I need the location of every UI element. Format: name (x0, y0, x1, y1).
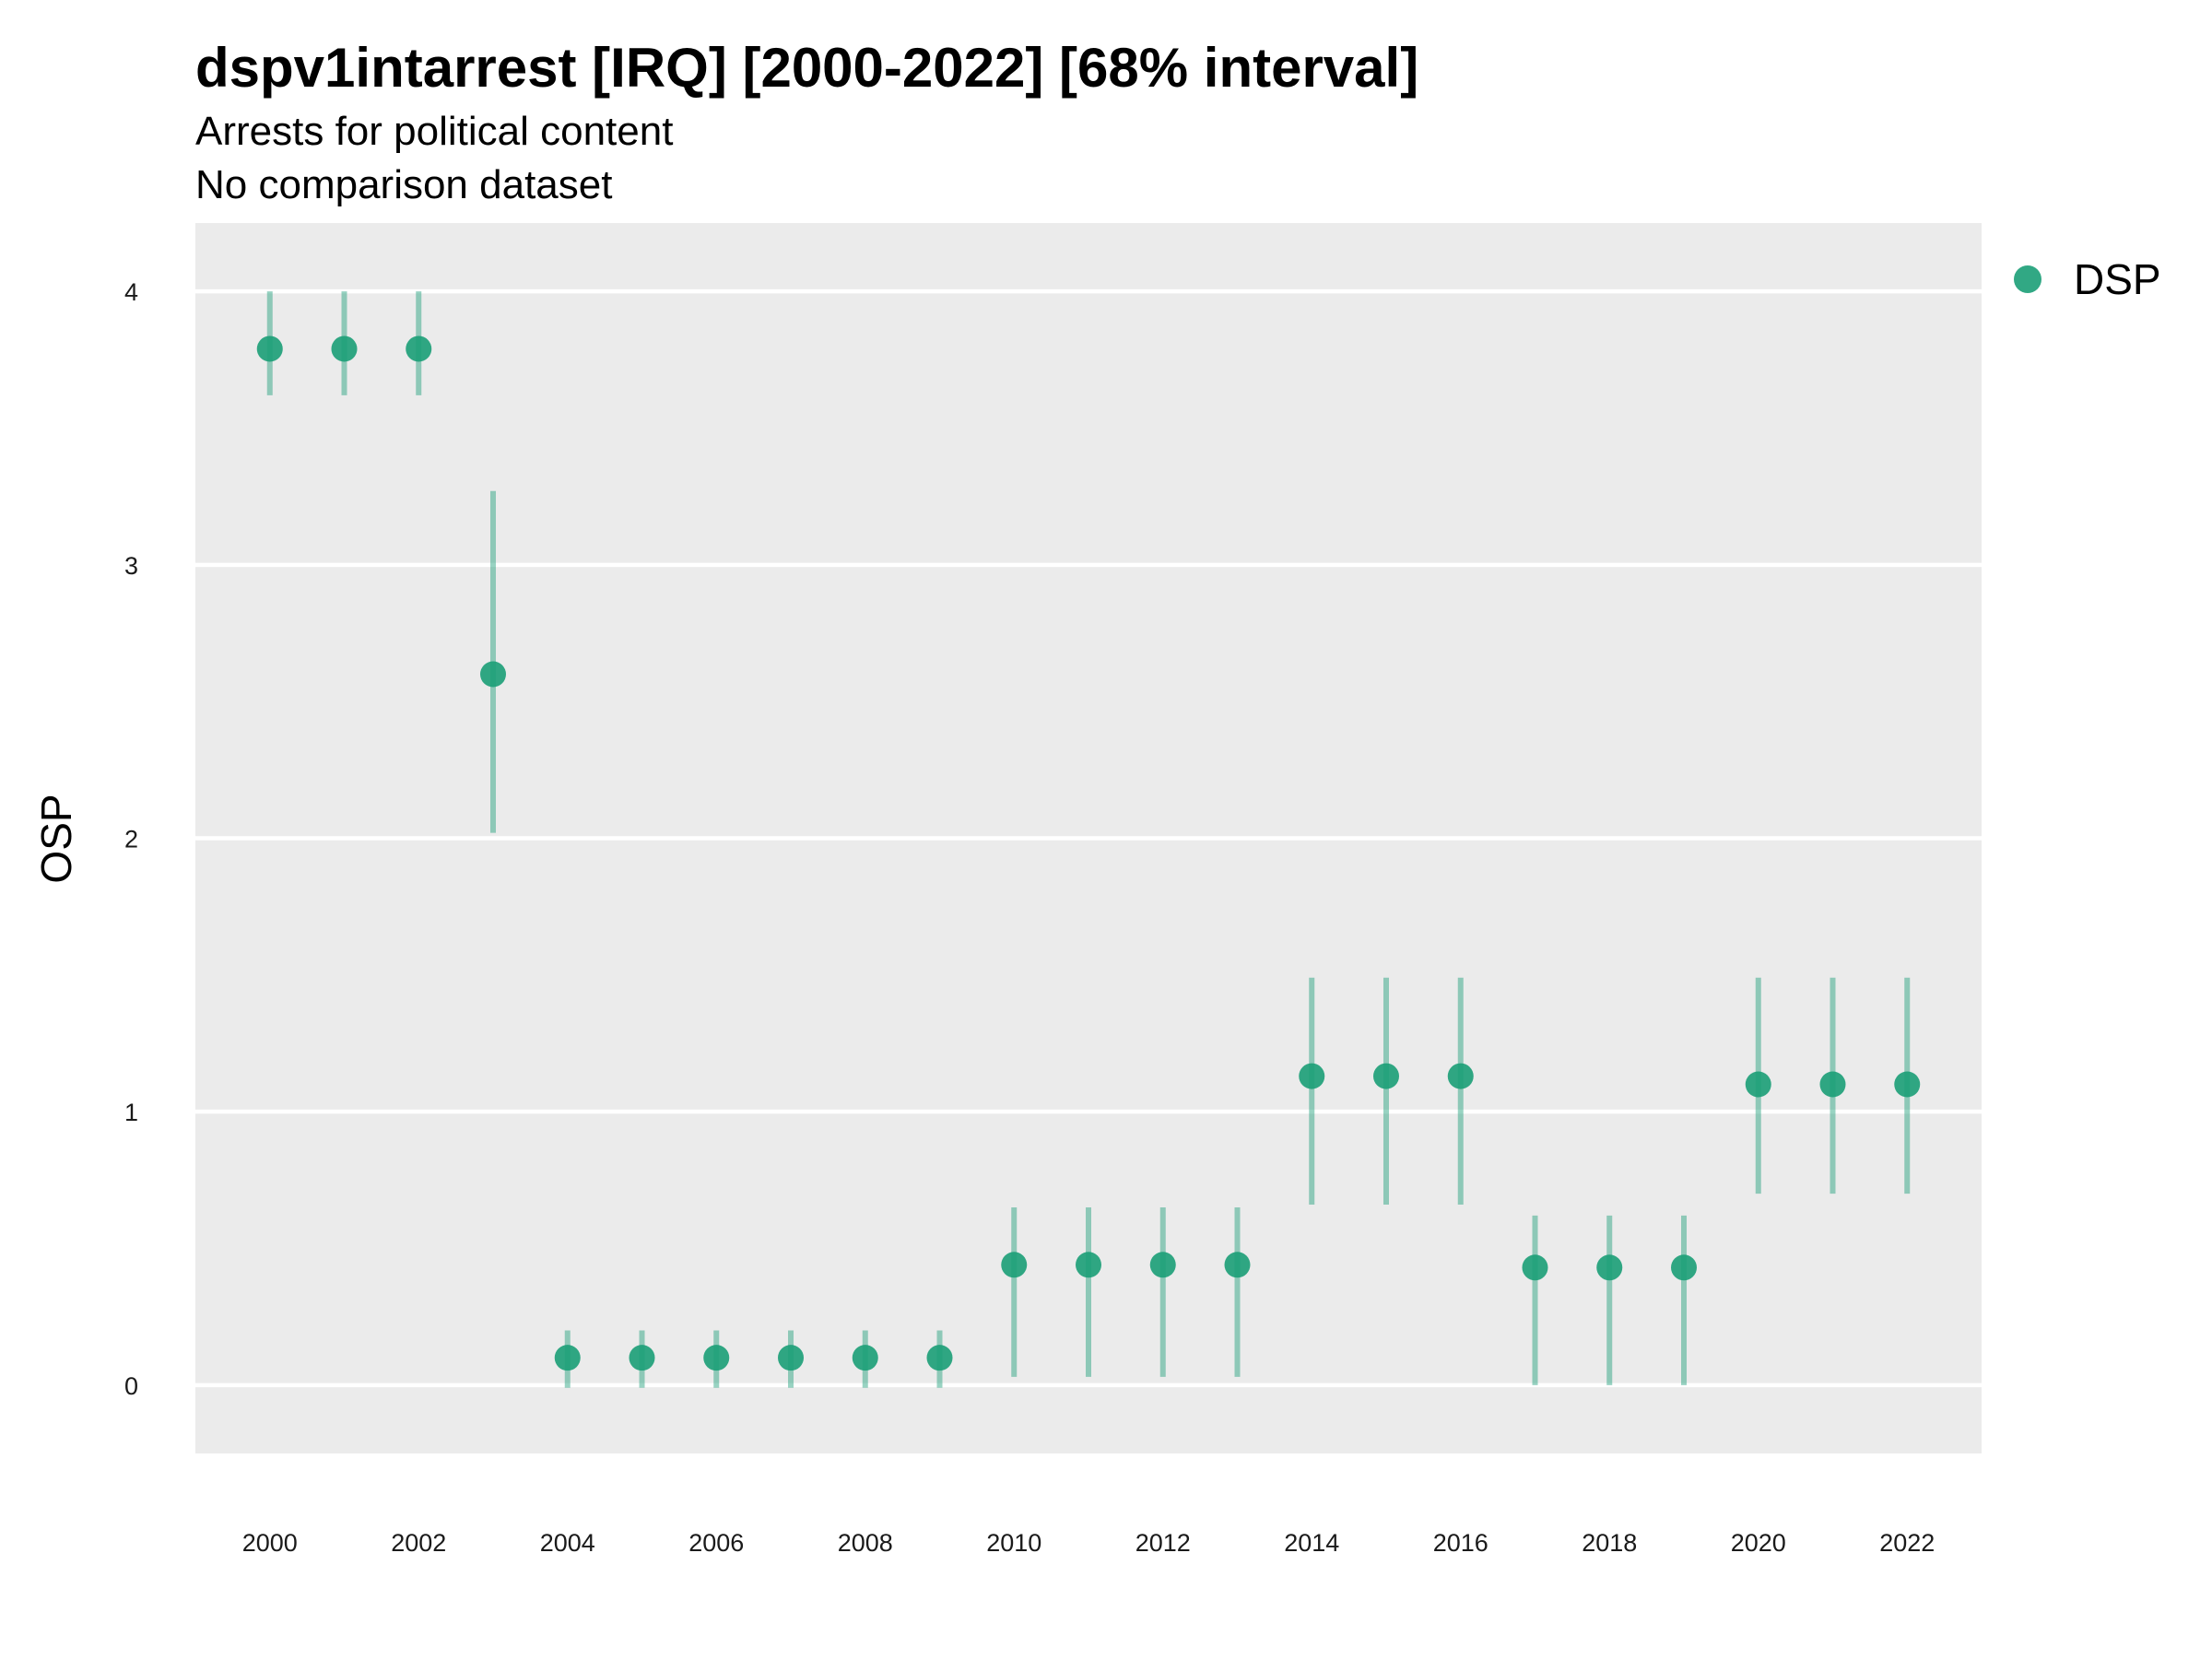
x-tick-label-2006: 2006 (688, 1529, 744, 1557)
point-2017 (1522, 1254, 1548, 1281)
x-tick-label-2018: 2018 (1582, 1529, 1637, 1557)
x-tick-label-2012: 2012 (1135, 1529, 1191, 1557)
point-2019 (1671, 1254, 1697, 1281)
point-2021 (1819, 1071, 1846, 1098)
point-2001 (331, 335, 358, 362)
y-axis-ticks: 0 1 2 3 4 (124, 278, 138, 1400)
x-tick-label-2008: 2008 (838, 1529, 893, 1557)
y-axis-label: OSP (32, 794, 80, 883)
point-2012 (1149, 1252, 1176, 1278)
point-2007 (778, 1345, 804, 1371)
point-2002 (406, 335, 432, 362)
x-tick-label-2004: 2004 (540, 1529, 595, 1557)
chart-subtitle-line-1: Arrests for political content (195, 109, 673, 154)
legend: DSP (2014, 255, 2161, 303)
y-tick-label-1: 1 (124, 1099, 138, 1126)
point-2020 (1745, 1071, 1771, 1098)
point-2022 (1894, 1071, 1921, 1098)
x-tick-label-2022: 2022 (1879, 1529, 1935, 1557)
data-marks (256, 291, 1921, 1388)
point-2009 (926, 1345, 953, 1371)
y-tick-label-3: 3 (124, 552, 138, 580)
point-2014 (1299, 1063, 1325, 1089)
x-tick-label-2014: 2014 (1284, 1529, 1339, 1557)
x-tick-label-2000: 2000 (242, 1529, 298, 1557)
x-axis-ticks: 2000 2002 2004 2006 2008 2010 2012 2014 2016 2018… (242, 1529, 1936, 1557)
y-tick-label-2: 2 (124, 826, 138, 853)
x-tick-label-2010: 2010 (986, 1529, 1041, 1557)
legend-label-dsp: DSP (2074, 255, 2161, 303)
point-2013 (1224, 1252, 1251, 1278)
point-2004 (554, 1345, 581, 1371)
x-tick-label-2016: 2016 (1433, 1529, 1488, 1557)
point-2016 (1447, 1063, 1474, 1089)
point-2015 (1373, 1063, 1399, 1089)
chart-title: dspv1intarrest [IRQ] [2000-2022] [68% in… (195, 37, 1418, 99)
point-2011 (1076, 1252, 1101, 1278)
point-2008 (852, 1345, 878, 1371)
gridlines (195, 288, 1982, 1388)
x-tick-label-2002: 2002 (391, 1529, 446, 1557)
legend-key-dsp (2014, 265, 2041, 293)
y-tick-label-4: 4 (124, 278, 138, 306)
chart-subtitle-line-2: No comparison dataset (195, 162, 612, 207)
x-tick-label-2020: 2020 (1731, 1529, 1786, 1557)
point-2018 (1596, 1254, 1623, 1281)
point-2010 (1001, 1252, 1028, 1278)
point-2005 (629, 1345, 655, 1371)
point-2006 (703, 1345, 730, 1371)
point-2003 (480, 661, 506, 688)
y-tick-label-0: 0 (124, 1372, 138, 1400)
point-2000 (256, 335, 283, 362)
